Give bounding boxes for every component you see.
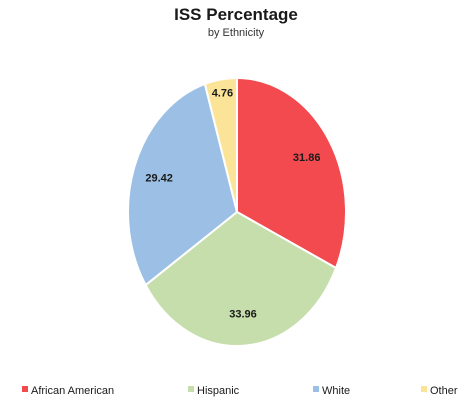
pie-slice-african-american: [236, 76, 348, 270]
data-label-hispanic: 33.96: [229, 309, 257, 321]
legend-label-hispanic: Hispanic: [197, 385, 240, 397]
legend-label-african-american: African American: [31, 385, 114, 397]
data-label-other: 4.76: [212, 88, 233, 100]
pie-slice-other: [203, 76, 238, 213]
data-label-white: 29.42: [145, 172, 173, 184]
data-label-african-american: 31.86: [293, 152, 321, 164]
legend-label-other: Other: [430, 385, 458, 397]
pie-slices: [126, 76, 348, 348]
legend-label-white: White: [322, 385, 350, 397]
legend-swatch-white: [313, 386, 319, 392]
chart-subtitle: by Ethnicity: [208, 27, 265, 39]
chart-legend: African American Hispanic White Other: [22, 385, 458, 397]
chart-title: ISS Percentage: [174, 5, 298, 24]
legend-swatch-other: [421, 386, 427, 392]
legend-swatch-hispanic: [188, 386, 194, 392]
pie-data-labels: 31.86 33.96 29.42 4.76: [145, 88, 320, 321]
pie-slice-hispanic: [144, 210, 338, 348]
pie-slice-white: [126, 82, 239, 287]
legend-swatch-african-american: [22, 386, 28, 392]
